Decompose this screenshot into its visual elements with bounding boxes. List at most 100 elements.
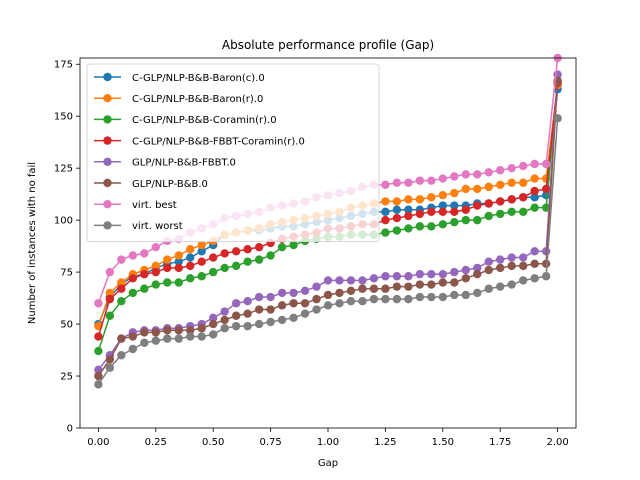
data-point [117,284,126,293]
y-tick-label: 175 [54,60,73,71]
data-point [507,261,516,271]
data-point [231,321,241,331]
data-point [277,288,287,298]
data-point [541,272,551,281]
legend-item: virt. worst [94,221,183,232]
data-point [404,224,413,233]
data-point [518,207,528,217]
data-point [220,307,229,316]
data-point [197,332,206,341]
data-point [140,269,149,279]
data-point [323,276,333,285]
data-point [186,326,195,335]
data-point [415,209,425,219]
data-point [427,207,436,217]
data-point [496,255,505,264]
data-point [438,174,448,183]
data-point [507,163,516,173]
y-tick-label: 150 [54,112,73,123]
data-point [266,317,275,327]
data-point [289,313,298,323]
data-point [208,313,218,323]
data-point [450,172,459,181]
data-point [438,190,448,200]
data-point [484,265,493,275]
data-point [174,326,183,335]
data-point [346,286,356,296]
data-point [335,299,344,308]
legend-item: C-GLP/NLP-B&B-Baron(r).0 [94,94,263,105]
y-tick-label: 0 [67,424,73,435]
data-point [151,336,160,345]
data-point [541,259,551,268]
data-point [197,257,206,266]
data-point [128,288,138,298]
data-point [427,280,436,289]
data-point [346,276,356,285]
data-point [220,249,229,258]
data-point [450,278,459,287]
data-point [105,355,115,364]
data-point [530,203,539,212]
legend-label: GLP/NLP-B&B-FBBT.0 [132,158,236,169]
legend-label: C-GLP/NLP-B&B-FBBT-Coramin(r).0 [132,136,305,147]
x-tick-label: 1.00 [317,437,339,448]
data-point [415,176,425,185]
data-point [415,269,425,279]
x-tick-label: 0.00 [87,437,109,448]
data-point [197,324,206,333]
data-point [553,114,562,123]
legend-label: virt. best [132,200,177,211]
data-point [392,178,402,187]
data-point [117,278,126,287]
data-point [231,247,241,256]
data-point [496,197,505,206]
data-point [208,330,218,339]
data-point [369,294,379,304]
data-point [415,195,425,204]
data-point [174,251,183,260]
data-point [541,190,551,200]
data-point [461,170,470,179]
data-point [243,309,252,318]
data-point [128,251,138,260]
data-point [266,251,275,260]
x-tick-label: 2.00 [546,437,568,448]
data-point [381,197,390,206]
data-point [128,344,138,354]
data-point [484,257,493,266]
y-tick-label: 50 [60,320,73,331]
data-point [174,257,183,266]
data-point [530,159,539,169]
data-point [358,276,367,285]
data-point [518,261,528,271]
data-point [186,253,195,262]
data-point [151,267,160,277]
data-point [450,290,459,300]
data-point [530,193,539,202]
legend-box [86,63,380,243]
data-point [450,201,459,210]
data-point [289,299,298,308]
data-point [530,186,539,196]
data-point [94,299,103,308]
x-tick-label: 0.50 [202,437,224,448]
data-point [415,280,425,289]
legend-item: virt. best [94,200,177,211]
data-point [392,213,402,223]
data-point [530,274,539,283]
data-point [117,334,126,343]
data-point [300,299,310,308]
legend-label: C-GLP/NLP-B&B-Baron(c).0 [132,73,265,84]
data-point [105,311,115,320]
data-point [381,215,390,225]
data-point [254,255,264,264]
data-point [507,195,516,204]
data-point [518,276,528,285]
data-point [473,288,482,298]
data-point [94,380,103,389]
data-point [530,247,539,256]
data-point [381,284,390,293]
data-point [254,319,264,329]
data-point [404,195,413,204]
